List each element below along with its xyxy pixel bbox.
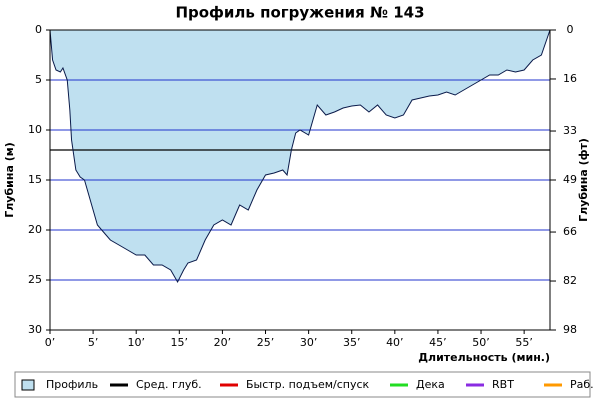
x-tick-label: 55’ bbox=[515, 336, 533, 349]
y2-tick-label: 98 bbox=[563, 323, 577, 336]
x-tick-label: 50’ bbox=[472, 336, 490, 349]
x-tick-label: 45’ bbox=[429, 336, 447, 349]
x-tick-label: 30’ bbox=[300, 336, 318, 349]
y-tick-label: 20 bbox=[28, 223, 42, 236]
chart-title: Профиль погружения № 143 bbox=[175, 4, 424, 22]
x-tick-label: 25’ bbox=[257, 336, 275, 349]
legend-label: Раб. bbox=[570, 378, 594, 391]
y2-tick-label: 66 bbox=[563, 225, 577, 238]
legend-swatch bbox=[21, 379, 35, 391]
legend-label: Дека bbox=[416, 378, 445, 391]
y-tick-label: 5 bbox=[35, 73, 42, 86]
x-tick-label: 15’ bbox=[171, 336, 189, 349]
y2-tick-label: 49 bbox=[563, 173, 577, 186]
y2-tick-label: 82 bbox=[563, 274, 577, 287]
y-tick-label: 10 bbox=[28, 123, 42, 136]
y2-axis-label: Глубина (фт) bbox=[577, 138, 590, 222]
y2-tick-label: 33 bbox=[563, 124, 577, 137]
profile-area bbox=[50, 30, 550, 282]
profile-line bbox=[49, 29, 551, 284]
x-tick-label: 40’ bbox=[386, 336, 404, 349]
x-tick-label: 20’ bbox=[214, 336, 232, 349]
legend-label: Сред. глуб. bbox=[136, 378, 202, 391]
y-tick-label: 15 bbox=[28, 173, 42, 186]
x-tick-label: 35’ bbox=[343, 336, 361, 349]
legend-label: Профиль bbox=[46, 378, 98, 391]
y-tick-label: 0 bbox=[35, 23, 42, 36]
legend-label: Быстр. подъем/спуск bbox=[246, 378, 370, 391]
y2-tick-label: 16 bbox=[563, 72, 577, 85]
plot-frame bbox=[49, 29, 551, 331]
y-axis-label: Глубина (м) bbox=[3, 142, 16, 218]
x-tick-label: 10’ bbox=[127, 336, 145, 349]
legend-label: RBT bbox=[492, 378, 514, 391]
x-tick-label: 0’ bbox=[45, 336, 56, 349]
x-axis-label: Длительность (мин.) bbox=[418, 351, 550, 364]
y2-tick-label: 0 bbox=[567, 23, 574, 36]
y-tick-label: 30 bbox=[28, 323, 42, 336]
y-tick-label: 25 bbox=[28, 273, 42, 286]
x-tick-label: 5’ bbox=[88, 336, 99, 349]
